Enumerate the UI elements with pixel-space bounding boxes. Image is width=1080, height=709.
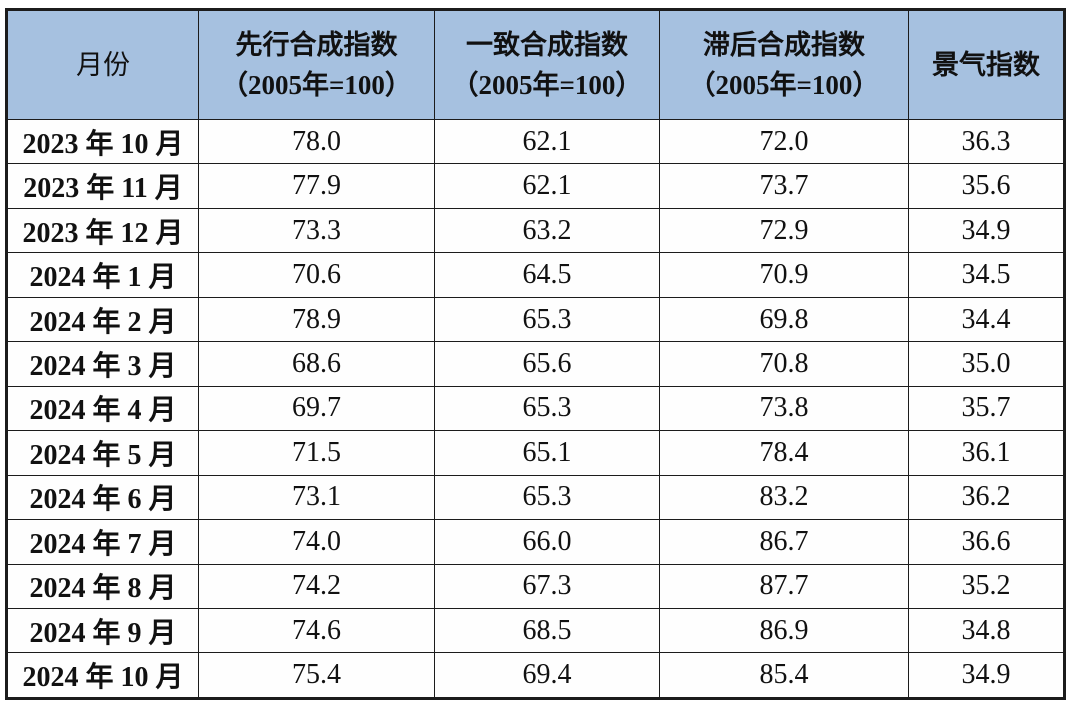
header-subtitle: （2005年=100）	[451, 70, 643, 100]
table-row: 2024 年 9 月 74.6 68.5 86.9 34.8	[6, 607, 1065, 654]
header-row: 月份 先行合成指数 （2005年=100） 一致合成指数 （2005年=100）…	[6, 9, 1065, 120]
cell-coincident: 68.5	[434, 607, 660, 654]
cell-leading: 74.2	[198, 563, 435, 609]
cell-lagging: 73.7	[659, 163, 909, 209]
cell-prosperity: 34.9	[908, 652, 1065, 699]
cell-month: 2023 年 12 月	[6, 207, 199, 254]
cell-prosperity: 34.8	[908, 607, 1065, 654]
cell-coincident: 69.4	[434, 652, 660, 699]
header-title: 先行合成指数	[235, 30, 398, 60]
cell-lagging: 73.8	[659, 385, 909, 432]
cell-month: 2024 年 1 月	[6, 252, 199, 298]
cell-month: 2023 年 10 月	[6, 118, 199, 165]
header-cell-prosperity: 景气指数	[908, 9, 1065, 120]
table-row: 2023 年 10 月 78.0 62.1 72.0 36.3	[6, 118, 1065, 165]
cell-leading: 73.3	[198, 207, 435, 254]
cell-coincident: 62.1	[434, 163, 660, 209]
cell-lagging: 70.8	[659, 341, 909, 387]
cell-leading: 74.6	[198, 607, 435, 654]
table-row: 2024 年 5 月 71.5 65.1 78.4 36.1	[6, 430, 1065, 476]
header-title: 景气指数	[932, 50, 1040, 80]
cell-prosperity: 36.3	[908, 118, 1065, 165]
table-row: 2023 年 12 月 73.3 63.2 72.9 34.9	[6, 207, 1065, 254]
cell-coincident: 62.1	[434, 118, 660, 165]
header-cell-leading: 先行合成指数 （2005年=100）	[198, 9, 435, 120]
cell-lagging: 72.9	[659, 207, 909, 254]
cell-month: 2024 年 8 月	[6, 563, 199, 609]
cell-month: 2024 年 6 月	[6, 474, 199, 521]
cell-month: 2024 年 4 月	[6, 385, 199, 432]
cell-lagging: 86.7	[659, 519, 909, 565]
economic-index-table: 月份 先行合成指数 （2005年=100） 一致合成指数 （2005年=100）…	[5, 8, 1066, 700]
cell-leading: 77.9	[198, 163, 435, 209]
cell-prosperity: 35.6	[908, 163, 1065, 209]
cell-prosperity: 35.2	[908, 563, 1065, 609]
header-subtitle: （2005年=100）	[688, 70, 880, 100]
cell-prosperity: 36.2	[908, 474, 1065, 521]
cell-month: 2024 年 9 月	[6, 607, 199, 654]
cell-coincident: 67.3	[434, 563, 660, 609]
cell-leading: 74.0	[198, 519, 435, 565]
cell-leading: 68.6	[198, 341, 435, 387]
cell-coincident: 66.0	[434, 519, 660, 565]
cell-prosperity: 35.7	[908, 385, 1065, 432]
cell-prosperity: 34.5	[908, 252, 1065, 298]
header-title: 月份	[76, 50, 130, 80]
cell-leading: 70.6	[198, 252, 435, 298]
cell-coincident: 65.6	[434, 341, 660, 387]
header-cell-month: 月份	[6, 9, 199, 120]
cell-lagging: 78.4	[659, 430, 909, 476]
cell-lagging: 72.0	[659, 118, 909, 165]
table-row: 2023 年 11 月 77.9 62.1 73.7 35.6	[6, 163, 1065, 209]
table-row: 2024 年 7 月 74.0 66.0 86.7 36.6	[6, 519, 1065, 565]
cell-coincident: 65.3	[434, 296, 660, 343]
cell-leading: 78.9	[198, 296, 435, 343]
cell-month: 2024 年 2 月	[6, 296, 199, 343]
header-title: 一致合成指数	[466, 30, 628, 60]
table-row: 2024 年 6 月 73.1 65.3 83.2 36.2	[6, 474, 1065, 521]
cell-leading: 78.0	[198, 118, 435, 165]
cell-prosperity: 36.6	[908, 519, 1065, 565]
cell-lagging: 83.2	[659, 474, 909, 521]
cell-month: 2024 年 3 月	[6, 341, 199, 387]
cell-lagging: 87.7	[659, 563, 909, 609]
header-subtitle: （2005年=100）	[221, 70, 412, 100]
header-cell-lagging: 滞后合成指数 （2005年=100）	[659, 9, 909, 120]
cell-month: 2024 年 5 月	[6, 430, 199, 476]
table-row: 2024 年 1 月 70.6 64.5 70.9 34.5	[6, 252, 1065, 298]
cell-coincident: 63.2	[434, 207, 660, 254]
header-cell-coincident: 一致合成指数 （2005年=100）	[434, 9, 660, 120]
table-row: 2024 年 3 月 68.6 65.6 70.8 35.0	[6, 341, 1065, 387]
table-row: 2024 年 10 月 75.4 69.4 85.4 34.9	[6, 652, 1065, 699]
cell-prosperity: 34.9	[908, 207, 1065, 254]
table-body: 2023 年 10 月 78.0 62.1 72.0 36.3 2023 年 1…	[6, 118, 1065, 699]
cell-lagging: 85.4	[659, 652, 909, 699]
cell-lagging: 70.9	[659, 252, 909, 298]
table-row: 2024 年 8 月 74.2 67.3 87.7 35.2	[6, 563, 1065, 609]
cell-month: 2024 年 7 月	[6, 519, 199, 565]
cell-lagging: 86.9	[659, 607, 909, 654]
cell-coincident: 65.3	[434, 474, 660, 521]
cell-leading: 71.5	[198, 430, 435, 476]
cell-coincident: 65.3	[434, 385, 660, 432]
cell-month: 2024 年 10 月	[6, 652, 199, 699]
table-row: 2024 年 2 月 78.9 65.3 69.8 34.4	[6, 296, 1065, 343]
cell-month: 2023 年 11 月	[6, 163, 199, 209]
table-row: 2024 年 4 月 69.7 65.3 73.8 35.7	[6, 385, 1065, 432]
cell-leading: 73.1	[198, 474, 435, 521]
cell-coincident: 65.1	[434, 430, 660, 476]
header-title: 滞后合成指数	[703, 30, 865, 60]
cell-coincident: 64.5	[434, 252, 660, 298]
cell-lagging: 69.8	[659, 296, 909, 343]
cell-prosperity: 34.4	[908, 296, 1065, 343]
cell-leading: 69.7	[198, 385, 435, 432]
cell-prosperity: 36.1	[908, 430, 1065, 476]
cell-prosperity: 35.0	[908, 341, 1065, 387]
cell-leading: 75.4	[198, 652, 435, 699]
